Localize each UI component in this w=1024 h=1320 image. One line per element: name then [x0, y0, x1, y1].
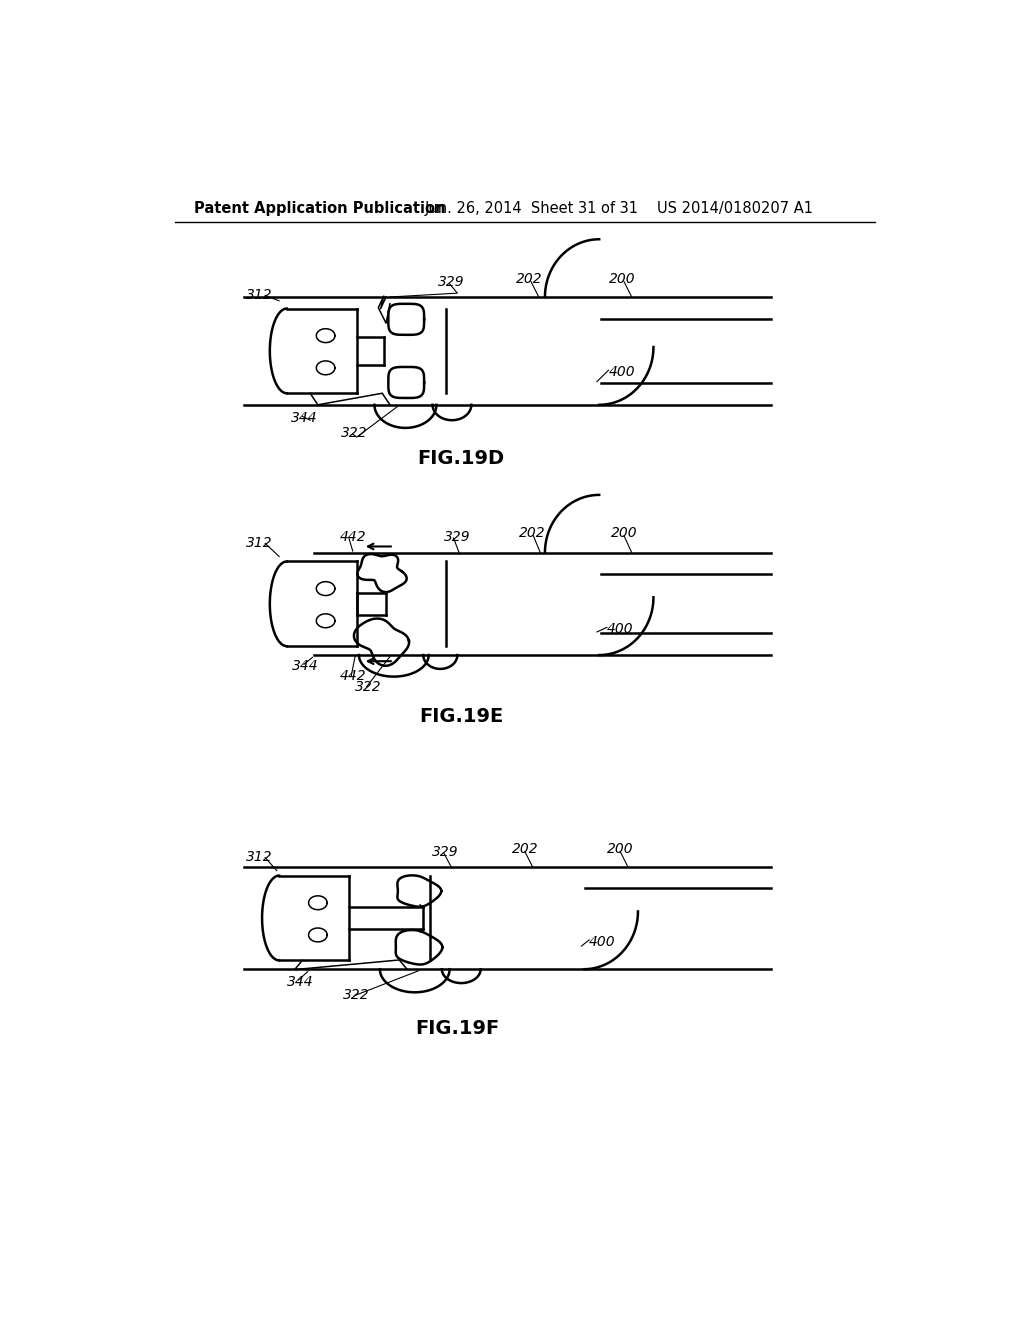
- Text: 400: 400: [608, 364, 635, 379]
- Text: Patent Application Publication: Patent Application Publication: [194, 201, 445, 216]
- Text: 322: 322: [341, 426, 368, 441]
- Text: 202: 202: [515, 272, 542, 286]
- Text: 329: 329: [438, 276, 465, 289]
- Text: US 2014/0180207 A1: US 2014/0180207 A1: [656, 201, 813, 216]
- Text: 312: 312: [246, 288, 272, 302]
- Text: Jun. 26, 2014  Sheet 31 of 31: Jun. 26, 2014 Sheet 31 of 31: [425, 201, 639, 216]
- Text: 200: 200: [608, 272, 635, 286]
- Text: 442: 442: [340, 529, 367, 544]
- Text: 344: 344: [287, 974, 313, 989]
- Text: 344: 344: [291, 411, 317, 425]
- Text: 312: 312: [246, 536, 272, 549]
- Text: 442: 442: [340, 669, 367, 682]
- Text: FIG.19F: FIG.19F: [416, 1019, 500, 1039]
- Text: 329: 329: [444, 529, 471, 544]
- Text: 202: 202: [519, 527, 546, 540]
- Text: 329: 329: [432, 845, 459, 859]
- Text: 322: 322: [355, 681, 382, 694]
- Text: 400: 400: [607, 622, 634, 636]
- Text: FIG.19E: FIG.19E: [419, 706, 504, 726]
- Text: 344: 344: [292, 659, 318, 673]
- Text: 200: 200: [611, 527, 638, 540]
- Text: FIG.19D: FIG.19D: [418, 449, 505, 469]
- Text: 312: 312: [246, 850, 272, 863]
- Text: 200: 200: [607, 842, 634, 857]
- Text: 400: 400: [589, 935, 615, 949]
- Text: 322: 322: [343, 989, 370, 1002]
- Text: 202: 202: [512, 842, 539, 857]
